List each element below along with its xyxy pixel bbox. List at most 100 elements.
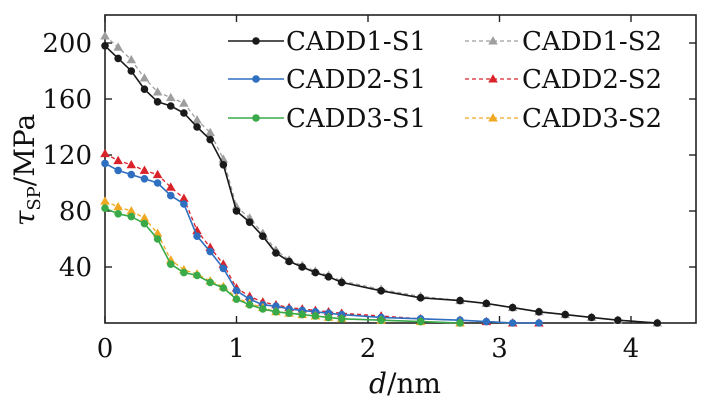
data-point (285, 309, 293, 318)
data-point (377, 286, 385, 295)
data-point (508, 319, 517, 327)
data-point (482, 299, 491, 308)
data-point (100, 148, 110, 158)
data-point (614, 316, 622, 325)
x-axis-title: d/nm (369, 367, 441, 400)
data-point (337, 278, 346, 287)
series-line (104, 35, 658, 324)
legend-label: CADD1-S2 (522, 27, 662, 57)
data-point (535, 307, 543, 316)
legend-label: CADD3-S1 (286, 104, 426, 134)
data-point (272, 249, 280, 257)
data-point (206, 135, 215, 144)
data-point (113, 155, 123, 165)
data-point (193, 232, 201, 241)
series-line (104, 207, 461, 324)
series-cadd1-s1 (101, 41, 662, 327)
data-point (101, 204, 109, 213)
x-tick-label: 3 (491, 334, 508, 364)
data-point (258, 232, 267, 241)
data-point (285, 257, 293, 266)
data-point (219, 161, 228, 169)
data-point (232, 207, 241, 215)
data-point (219, 264, 228, 273)
data-point (127, 212, 136, 221)
data-point (153, 235, 162, 243)
y-tick-label: 120 (42, 141, 92, 171)
data-point (139, 73, 150, 82)
legend-item: CADD2-S1 (228, 65, 426, 95)
data-point (416, 293, 425, 302)
data-point (126, 159, 137, 169)
data-point (535, 319, 543, 327)
data-point (298, 310, 307, 319)
data-point (206, 247, 215, 256)
data-point (101, 159, 109, 168)
plot-frame (104, 14, 697, 324)
data-point (205, 127, 215, 137)
legend-item: CADD1-S2 (465, 27, 662, 57)
y-tick-label: 80 (59, 197, 92, 227)
x-tick-label: 4 (623, 334, 640, 364)
data-point (153, 179, 162, 187)
x-tick-label: 1 (228, 334, 245, 364)
y-axis-title: τSP/MPa (8, 114, 45, 226)
legend-item: CADD3-S2 (465, 104, 662, 134)
legend-swatch-marker (252, 37, 260, 45)
data-point (113, 201, 123, 211)
data-point (232, 295, 241, 304)
data-point (311, 268, 320, 277)
data-point (179, 98, 189, 107)
data-point (140, 175, 149, 183)
legend-label: CADD2-S2 (522, 65, 662, 95)
data-point (377, 316, 385, 325)
data-point (508, 303, 517, 312)
data-point (206, 278, 215, 287)
data-point (193, 123, 201, 131)
data-point (165, 182, 176, 191)
legend-label: CADD3-S2 (522, 104, 662, 134)
data-point (456, 296, 464, 305)
legend: CADD1-S1 CADD1-S2 CADD2-S1 CADD2-S2 CADD3-S1… (228, 27, 662, 134)
data-point (192, 115, 202, 124)
data-point (337, 314, 346, 323)
series-cadd3-s1 (101, 204, 464, 327)
data-point (152, 169, 163, 179)
data-point (180, 109, 188, 117)
data-point (587, 313, 596, 322)
data-point (114, 166, 122, 175)
data-point (114, 210, 122, 218)
data-point (126, 54, 137, 64)
data-point (153, 98, 162, 106)
y-tick-label: 200 (42, 29, 92, 59)
legend-swatch-marker (488, 36, 498, 45)
data-point (114, 54, 122, 63)
data-point (152, 87, 163, 96)
series-layer (100, 31, 663, 327)
y-tick-label: 40 (59, 253, 92, 283)
data-point (258, 305, 267, 313)
legend-swatch-marker (488, 113, 498, 122)
data-point (166, 191, 175, 200)
data-point (165, 92, 176, 102)
data-point (180, 200, 188, 208)
series-line (104, 153, 539, 324)
x-tick-label: 0 (97, 334, 114, 364)
data-point (127, 170, 136, 179)
data-point (113, 42, 123, 51)
legend-item: CADD1-S1 (228, 27, 426, 57)
data-point (139, 165, 150, 174)
data-point (180, 268, 188, 277)
data-point (166, 102, 175, 110)
data-point (101, 41, 109, 50)
x-tick-label: 2 (360, 334, 377, 364)
legend-swatch-marker (488, 74, 498, 83)
legend-swatch-marker (252, 114, 260, 122)
data-point (127, 67, 136, 75)
legend-label: CADD2-S1 (286, 65, 426, 95)
data-point (324, 313, 333, 322)
y-tick-label: 160 (42, 85, 92, 115)
data-point (140, 219, 149, 228)
legend-item: CADD3-S1 (228, 104, 426, 134)
